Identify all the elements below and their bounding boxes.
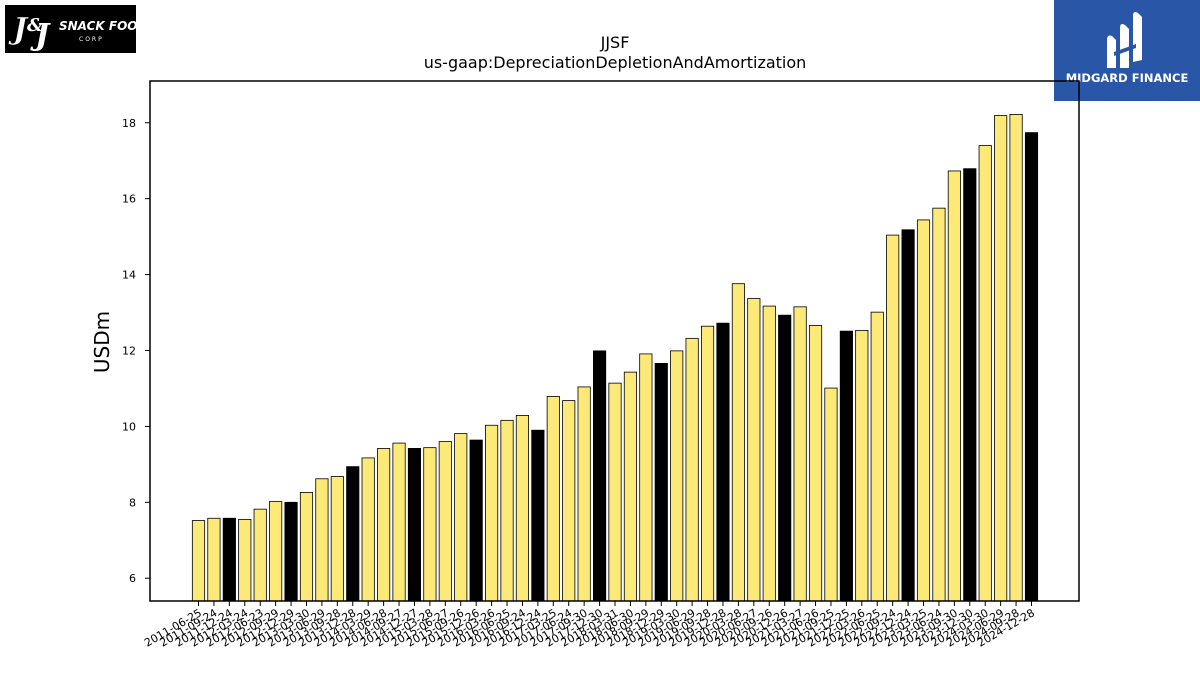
bar-2016-06-25	[500, 419, 514, 602]
y-tick-label: 10	[122, 420, 136, 433]
bar-2019-09-28	[700, 325, 715, 602]
bar-2022-06-25	[870, 311, 884, 602]
bar-2014-12-27	[407, 448, 422, 602]
bar-2013-12-28	[346, 466, 360, 602]
bar-2024-06-29	[994, 115, 1008, 602]
svg-text:&: &	[27, 15, 44, 36]
bar-2017-12-30	[593, 350, 607, 602]
bar-2018-12-29	[654, 362, 668, 602]
bar-2022-03-26	[855, 329, 869, 602]
bar-2012-06-23	[253, 508, 267, 602]
bar-2015-12-26	[469, 439, 483, 602]
svg-text:J: J	[30, 18, 51, 53]
bar-2014-09-27	[392, 442, 406, 602]
bars-group	[191, 114, 1039, 602]
bar-2023-03-25	[916, 219, 931, 602]
chart-title: JJSF	[600, 33, 630, 52]
bar-2018-06-30	[623, 371, 638, 602]
svg-text:J: J	[8, 12, 29, 47]
bar-2017-06-24	[562, 400, 576, 602]
bar-2019-06-29	[685, 337, 699, 602]
svg-text:CORP: CORP	[79, 36, 104, 43]
bar-2013-06-29	[315, 478, 329, 602]
bar-2021-03-27	[793, 306, 807, 602]
bar-2023-12-30	[963, 168, 977, 602]
bar-2016-09-24	[515, 414, 530, 602]
bar-2020-03-28	[731, 283, 745, 602]
bar-2015-03-28	[423, 447, 437, 602]
bar-2017-09-30	[577, 386, 591, 602]
bar-2012-03-24	[238, 518, 252, 602]
bar-2016-12-24	[531, 429, 545, 602]
bar-2023-09-30	[947, 170, 961, 602]
bar-2022-12-24	[901, 229, 915, 602]
bar-2022-09-24	[886, 234, 900, 602]
bar-2012-12-29	[284, 501, 298, 602]
bar-2023-06-24	[932, 207, 946, 602]
bar-2013-03-30	[299, 492, 314, 602]
bar-2019-12-28	[716, 322, 730, 602]
jj-snack-foods-logo: J & J SNACK FOODS CORP	[5, 5, 136, 53]
bar-2013-09-28	[330, 476, 344, 602]
bar-2021-06-26	[808, 325, 823, 602]
bar-2019-03-30	[670, 350, 684, 602]
bar-2017-03-25	[546, 396, 560, 602]
bar-2024-12-28	[1024, 132, 1039, 602]
bar-2024-03-30	[978, 145, 992, 602]
bar-2015-06-27	[438, 441, 452, 602]
chart-subtitle: us-gaap:DepreciationDepletionAndAmortiza…	[424, 53, 807, 72]
bar-2014-03-29	[361, 457, 375, 602]
bar-2015-09-26	[454, 433, 468, 602]
bar-2016-03-26	[485, 424, 499, 602]
y-axis-label: USDm	[90, 311, 114, 373]
y-tick-label: 14	[122, 269, 136, 282]
bar-2011-09-24	[207, 517, 221, 602]
svg-text:MIDGARD FINANCE: MIDGARD FINANCE	[1066, 71, 1189, 85]
y-tick-label: 16	[122, 193, 136, 206]
bar-2020-09-26	[762, 305, 776, 602]
bar-2011-12-24	[222, 517, 236, 602]
bar-2014-06-28	[377, 448, 391, 602]
bar-2020-06-27	[747, 298, 761, 602]
bar-2018-09-29	[639, 353, 653, 602]
y-tick-label: 6	[129, 572, 136, 585]
svg-text:SNACK FOODS: SNACK FOODS	[59, 19, 136, 33]
y-tick-label: 12	[122, 344, 136, 357]
y-axis-ticks: 6 8 10 12 14 16 18	[122, 117, 150, 585]
bar-2024-09-28	[1009, 114, 1023, 602]
bar-2018-03-31	[608, 382, 622, 602]
x-axis-ticks: 2011-06-252011-09-242011-12-242012-03-24…	[142, 601, 1037, 650]
y-tick-label: 18	[122, 117, 136, 130]
bar-2021-12-25	[839, 330, 853, 602]
bar-2021-09-25	[824, 387, 838, 602]
plot-frame	[149, 80, 1080, 602]
y-tick-label: 8	[129, 496, 136, 509]
bar-2020-12-26	[778, 314, 792, 602]
bar-2012-09-29	[269, 501, 283, 602]
bar-2011-06-25	[191, 520, 206, 602]
